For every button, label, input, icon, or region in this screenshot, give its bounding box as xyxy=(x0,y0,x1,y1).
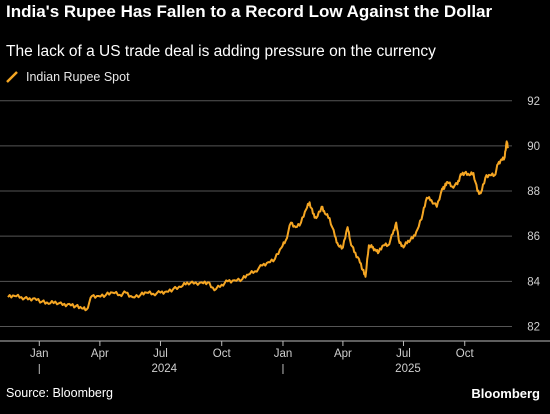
x-tick-label: Jul xyxy=(153,348,168,360)
legend-label: Indian Rupee Spot xyxy=(26,70,130,84)
x-tick-label: Apr xyxy=(91,348,109,360)
brand-logo: Bloomberg xyxy=(471,386,540,401)
chart-subtitle: The lack of a US trade deal is adding pr… xyxy=(6,43,436,60)
x-tick-label: Apr xyxy=(334,348,352,360)
x-tick-label: Jan xyxy=(30,348,49,360)
y-tick-label: 92 xyxy=(527,96,540,108)
year-label: 2025 xyxy=(395,363,421,375)
y-tick-label: 90 xyxy=(527,141,540,153)
y-tick-label: 82 xyxy=(527,321,540,333)
legend-line-icon xyxy=(6,71,18,83)
x-tick-label: Jul xyxy=(396,348,411,360)
x-tick-label: Oct xyxy=(213,348,232,360)
y-tick-label: 84 xyxy=(527,276,540,288)
chart-title: India's Rupee Has Fallen to a Record Low… xyxy=(6,2,493,21)
year-label: 2024 xyxy=(151,363,177,375)
legend: Indian Rupee Spot xyxy=(6,70,130,84)
x-tick-label: Oct xyxy=(456,348,475,360)
series-line-rupee-spot xyxy=(7,140,509,312)
x-tick-label: Jan xyxy=(274,348,293,360)
source-note: Source: Bloomberg xyxy=(6,386,114,400)
y-tick-label: 86 xyxy=(527,231,540,243)
y-tick-label: 88 xyxy=(527,186,540,198)
